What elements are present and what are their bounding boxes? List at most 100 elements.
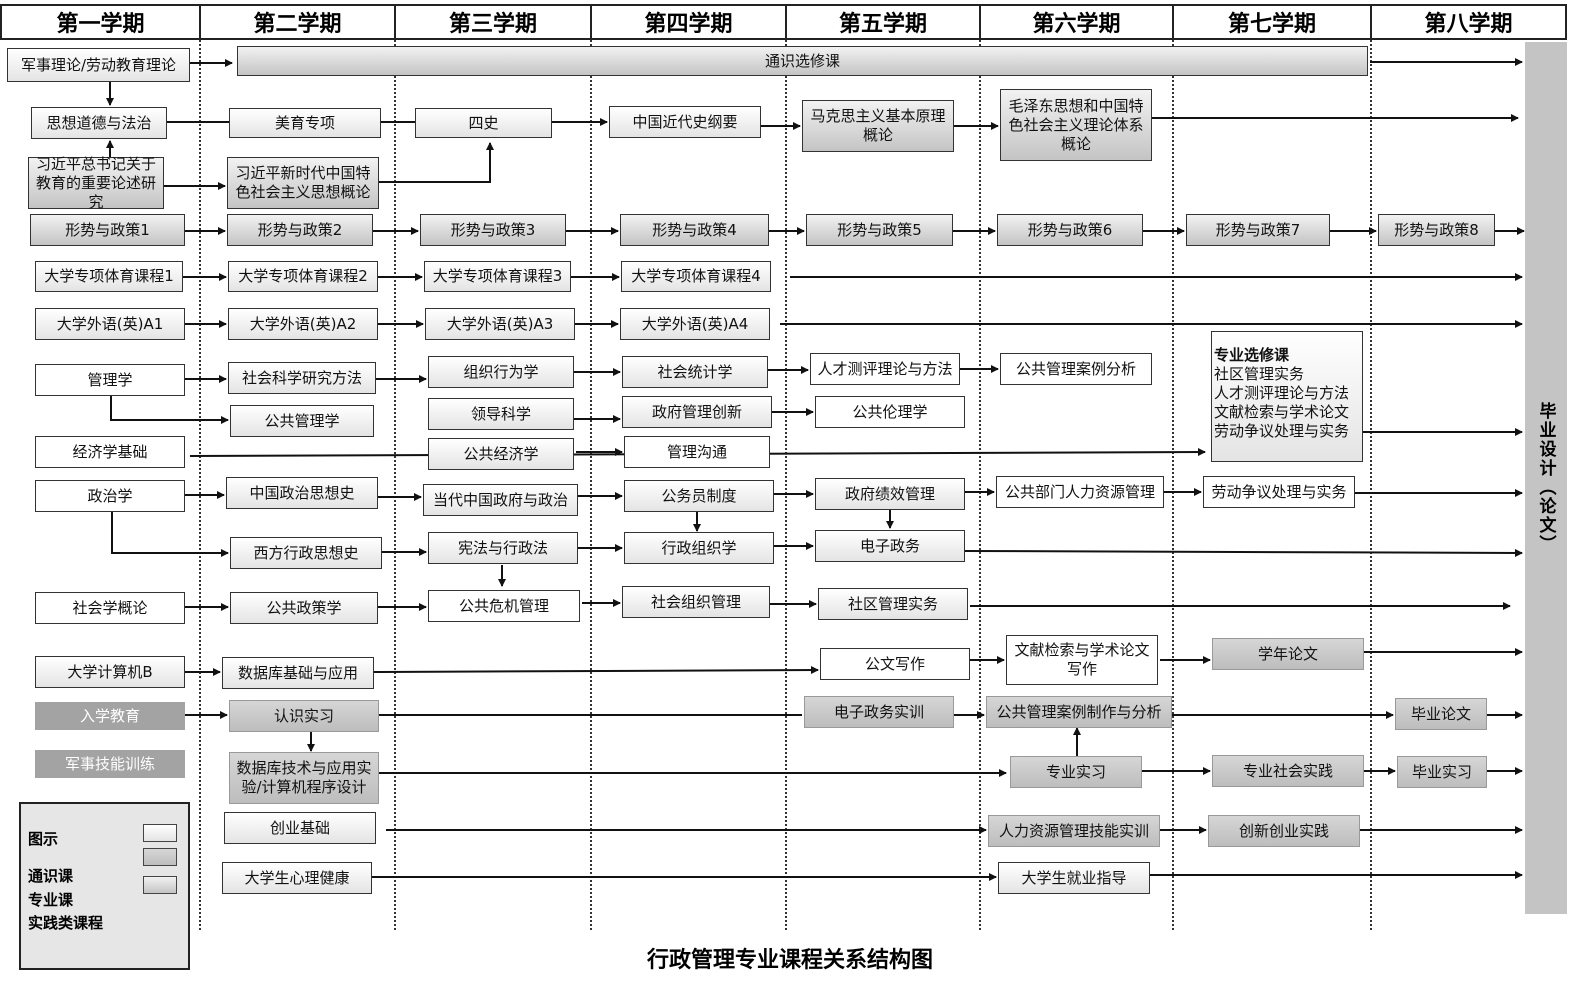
course-social-stats: 社会统计学: [622, 356, 768, 388]
course-const-admin-law: 宪法与行政法: [428, 532, 578, 564]
legend-practice: 实践类课程: [28, 914, 104, 932]
course-social-research: 社会科学研究方法: [228, 362, 376, 394]
elective-item: 文献检索与学术论文: [1214, 403, 1350, 421]
course-gov-performance: 政府绩效管理: [815, 478, 965, 510]
course-en4: 大学外语(英)A4: [620, 308, 770, 340]
course-aesthetic: 美育专项: [229, 108, 381, 138]
course-mgmt-communication: 管理沟通: [624, 436, 770, 468]
legend-general: 通识课: [28, 867, 74, 885]
semester-divider: [979, 40, 981, 930]
course-cognitive-internship: 认识实习: [229, 700, 379, 732]
course-military-training: 军事技能训练: [35, 750, 185, 778]
legend-professional: 专业课: [28, 891, 74, 909]
course-e-gov: 电子政务: [815, 530, 965, 562]
semester-divider: [590, 40, 592, 930]
course-en2: 大学外语(英)A2: [228, 308, 378, 340]
course-public-hr: 公共部门人力资源管理: [996, 476, 1164, 508]
course-computer-b: 大学计算机B: [35, 656, 185, 688]
course-xi-education: 习近平总书记关于教育的重要论述研究: [28, 155, 164, 211]
course-labor-dispute: 劳动争议处理与实务: [1203, 476, 1355, 508]
course-economics: 经济学基础: [35, 436, 185, 468]
course-enrollment-edu: 入学教育: [35, 702, 185, 730]
course-crisis-mgmt: 公共危机管理: [428, 590, 580, 622]
course-xi-thought: 习近平新时代中国特色社会主义思想概论: [227, 157, 379, 209]
course-policy8: 形势与政策8: [1378, 214, 1495, 246]
course-policy4: 形势与政策4: [620, 214, 769, 246]
elective-item: 社区管理实务: [1214, 365, 1305, 383]
course-public-mgmt: 公共管理学: [230, 405, 374, 437]
diagram-title: 行政管理专业课程关系结构图: [646, 947, 933, 973]
course-grad-paper: 毕业论文: [1395, 698, 1487, 730]
elective-item: 劳动争议处理与实务: [1214, 422, 1350, 440]
course-public-ethics: 公共伦理学: [815, 396, 965, 428]
semester-header: 第三学期: [394, 4, 590, 40]
course-pe4: 大学专项体育课程4: [621, 261, 771, 292]
course-policy1: 形势与政策1: [30, 214, 185, 246]
course-cn-political-thought: 中国政治思想史: [226, 477, 378, 509]
course-marxism: 马克思主义基本原理概论: [802, 100, 954, 152]
arrow: [964, 548, 1523, 557]
course-sociology: 社会学概论: [35, 592, 185, 624]
course-policy5: 形势与政策5: [806, 214, 953, 246]
course-western-admin-thought: 西方行政思想史: [230, 537, 382, 569]
course-professional-internship: 专业实习: [1010, 756, 1142, 788]
course-general-electives: 通识选修课: [237, 46, 1368, 76]
course-ethics-law: 思想道德与法治: [31, 107, 167, 139]
semester-header: 第八学期: [1370, 4, 1567, 40]
course-gov-innovation: 政府管理创新: [622, 396, 772, 428]
course-four-histories: 四史: [415, 108, 552, 138]
course-grad-internship: 毕业实习: [1397, 756, 1487, 788]
elective-item: 人才测评理论与方法: [1214, 384, 1350, 402]
semester-divider: [394, 40, 396, 930]
course-civil-service: 公务员制度: [624, 480, 774, 512]
course-entrepreneurship: 创业基础: [224, 812, 376, 844]
course-pe1: 大学专项体育课程1: [35, 261, 183, 292]
semester-divider: [199, 40, 201, 930]
course-social-practice: 专业社会实践: [1212, 755, 1364, 787]
semester-header: 第一学期: [0, 4, 199, 40]
course-pe2: 大学专项体育课程2: [228, 261, 378, 292]
course-en1: 大学外语(英)A1: [35, 308, 185, 340]
course-modern-history: 中国近代史纲要: [609, 106, 761, 138]
electives-heading: 专业选修课: [1214, 346, 1290, 364]
arrow: [379, 142, 494, 183]
course-policy7: 形势与政策7: [1186, 214, 1330, 246]
course-politics: 政治学: [35, 480, 185, 512]
legend-swatch-professional: [143, 876, 177, 894]
legend: 图示 通识课 专业课 实践类课程: [19, 802, 190, 970]
course-community-mgmt: 社区管理实务: [818, 588, 968, 620]
course-mental-health: 大学生心理健康: [222, 862, 372, 894]
semester-header: 第六学期: [979, 4, 1172, 40]
arrow: [373, 666, 819, 675]
course-policy6: 形势与政策6: [997, 214, 1143, 246]
course-database-lab: 数据库技术与应用实验/计算机程序设计: [229, 752, 379, 804]
course-case-making: 公共管理案例制作与分析: [986, 696, 1172, 728]
semester-divider: [1172, 40, 1174, 930]
course-policy3: 形势与政策3: [420, 214, 566, 246]
course-official-writing: 公文写作: [820, 648, 970, 680]
professional-electives-box: 专业选修课 社区管理实务 人才测评理论与方法 文献检索与学术论文 劳动争议处理与…: [1211, 331, 1363, 462]
course-public-economics: 公共经济学: [428, 438, 574, 470]
semester-header: 第四学期: [590, 4, 785, 40]
course-career-guidance: 大学生就业指导: [998, 862, 1150, 894]
course-innovation-practice: 创新创业实践: [1208, 815, 1360, 847]
course-military-labor-theory: 军事理论/劳动教育理论: [7, 48, 190, 82]
course-admin-org: 行政组织学: [624, 532, 774, 564]
course-management: 管理学: [35, 364, 185, 396]
course-lit-retrieval: 文献检索与学术论文写作: [1006, 635, 1158, 685]
legend-title: 图示: [28, 830, 59, 848]
course-hr-skills: 人力资源管理技能实训: [988, 815, 1160, 847]
legend-swatch-general: [143, 824, 177, 842]
course-talent-assessment: 人才测评理论与方法: [810, 353, 960, 385]
course-policy2: 形势与政策2: [227, 214, 373, 246]
course-case-analysis: 公共管理案例分析: [1000, 353, 1152, 385]
semester-header: 第七学期: [1172, 4, 1370, 40]
arrow: [111, 510, 229, 557]
course-mao-theory: 毛泽东思想和中国特色社会主义理论体系概论: [1000, 89, 1152, 161]
semester-header: 第五学期: [785, 4, 979, 40]
semester-divider: [1370, 40, 1372, 930]
course-e-gov-training: 电子政务实训: [804, 696, 954, 728]
graduation-thesis-bar: 毕业设计（论文）: [1525, 42, 1567, 914]
course-cn-gov-politics: 当代中国政府与政治: [423, 484, 578, 516]
